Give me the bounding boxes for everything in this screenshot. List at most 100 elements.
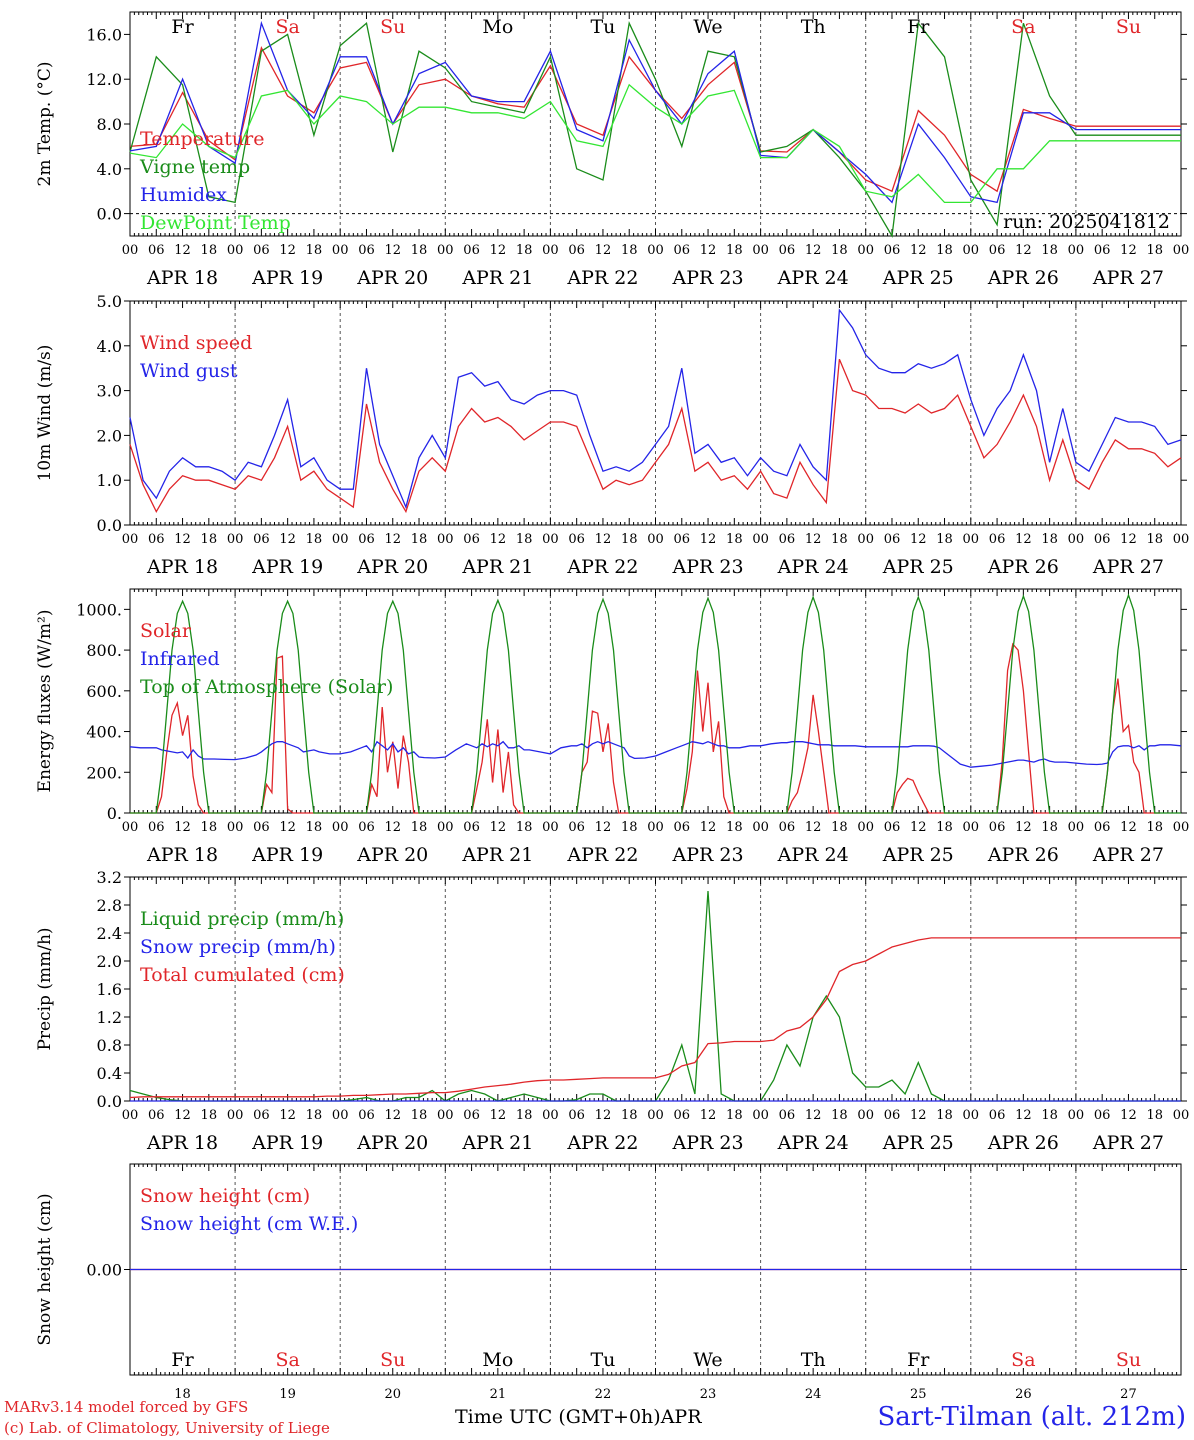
x-hour-label: 00 [647,532,664,547]
y-tick-label: 1.6 [97,980,122,999]
x-hour-label: 00 [332,1108,349,1123]
x-hour-label: 06 [358,243,375,258]
y-tick-label: 4.0 [97,337,122,356]
weekday-label-bottom: Fr [171,1349,194,1371]
x-hour-label: 06 [253,1108,270,1123]
x-date-label: APR 25 [882,1132,954,1154]
x-hour-label: 00 [647,243,664,258]
day-number-label: 23 [700,1387,717,1402]
x-hour-label: 18 [516,1108,533,1123]
y-axis-label: 10m Wind (m/s) [35,345,55,482]
x-hour-label: 06 [884,243,901,258]
x-date-label: APR 20 [356,1132,428,1154]
x-hour-label: 12 [700,1108,717,1123]
y-tick-label: 0.0 [97,205,122,224]
x-hour-label: 18 [411,1108,428,1123]
x-hour-label: 12 [1120,820,1137,835]
x-date-label: APR 23 [672,1132,744,1154]
x-hour-label: 18 [1041,820,1058,835]
x-date-label: APR 19 [251,556,323,578]
legend-entry: Wind gust [140,360,238,382]
x-hour-label: 00 [332,820,349,835]
x-date-label: APR 20 [356,267,428,289]
x-hour-label: 18 [1146,820,1163,835]
y-tick-label: 200. [86,763,122,782]
y-axis-label: Precip (mm/h) [35,927,55,1050]
x-hour-label: 18 [1041,243,1058,258]
x-hour-label: 12 [595,532,612,547]
x-hour-label: 00 [542,820,559,835]
x-date-label: APR 27 [1092,1132,1164,1154]
x-hour-label: 00 [1068,820,1085,835]
x-hour-label: 00 [122,820,139,835]
x-hour-label: 06 [674,243,691,258]
y-tick-label: 0. [107,804,122,823]
x-hour-label: 12 [700,532,717,547]
x-axis-title: Time UTC (GMT+0h)APR [455,1406,702,1428]
weekday-label-top: Su [380,16,405,38]
weekday-label-bottom: Sa [1011,1349,1035,1371]
y-tick-label: 2.0 [97,426,122,445]
x-date-label: APR 22 [566,267,638,289]
x-date-label: APR 21 [461,1132,533,1154]
x-hour-label: 00 [647,1108,664,1123]
x-hour-label: 12 [384,243,401,258]
legend-entry: DewPoint Temp [140,212,291,234]
legend-entry: Liquid precip (mm/h) [140,908,344,930]
x-hour-label: 18 [306,820,323,835]
x-hour-label: 12 [1120,532,1137,547]
x-hour-label: 06 [989,243,1006,258]
x-hour-label: 06 [358,820,375,835]
x-hour-label: 12 [595,243,612,258]
x-hour-label: 06 [779,820,796,835]
x-hour-label: 06 [358,1108,375,1123]
x-date-label: APR 21 [461,556,533,578]
x-hour-label: 00 [437,1108,454,1123]
x-hour-label: 18 [726,820,743,835]
x-hour-label: 12 [279,532,296,547]
x-date-label: APR 23 [672,844,744,866]
weekday-label-top: Tu [590,16,615,38]
x-hour-label: 00 [1173,820,1190,835]
x-hour-label: 06 [989,1108,1006,1123]
legend-entry: Temperature [140,128,264,150]
x-hour-label: 00 [963,820,980,835]
x-date-label: APR 21 [461,844,533,866]
x-hour-label: 00 [122,532,139,547]
x-date-label: APR 22 [566,556,638,578]
day-number-label: 19 [279,1387,296,1402]
x-date-label: APR 24 [777,1132,849,1154]
day-number-label: 25 [910,1387,927,1402]
x-hour-label: 00 [1068,1108,1085,1123]
x-hour-label: 18 [831,1108,848,1123]
weekday-label-top: Sa [1011,16,1035,38]
panel-frame-2 [129,588,1182,814]
legend-entry: Total cumulated (cm) [140,964,345,986]
x-hour-label: 06 [989,532,1006,547]
x-date-label: APR 26 [987,556,1059,578]
x-hour-label: 00 [647,820,664,835]
x-date-label: APR 22 [566,1132,638,1154]
x-hour-label: 12 [490,243,507,258]
x-hour-label: 00 [963,1108,980,1123]
x-date-label: APR 21 [461,267,533,289]
series-line-top-of-atmosphere-solar- [130,593,1181,814]
x-date-label: APR 26 [987,844,1059,866]
x-hour-label: 06 [674,1108,691,1123]
x-date-label: APR 19 [251,844,323,866]
legend-entry: Snow height (cm) [140,1185,310,1207]
x-date-label: APR 22 [566,844,638,866]
day-number-label: 22 [595,1387,612,1402]
x-hour-label: 18 [201,820,218,835]
x-hour-label: 12 [1015,1108,1032,1123]
y-tick-label: 1.2 [97,1008,122,1027]
x-date-label: APR 26 [987,1132,1059,1154]
series-line-vigne-temp [129,21,1181,238]
x-hour-label: 00 [437,532,454,547]
x-hour-label: 00 [752,243,769,258]
x-hour-label: 12 [174,532,191,547]
x-hour-label: 00 [752,1108,769,1123]
x-hour-label: 12 [384,820,401,835]
x-date-label: APR 18 [146,844,218,866]
x-hour-label: 06 [779,532,796,547]
